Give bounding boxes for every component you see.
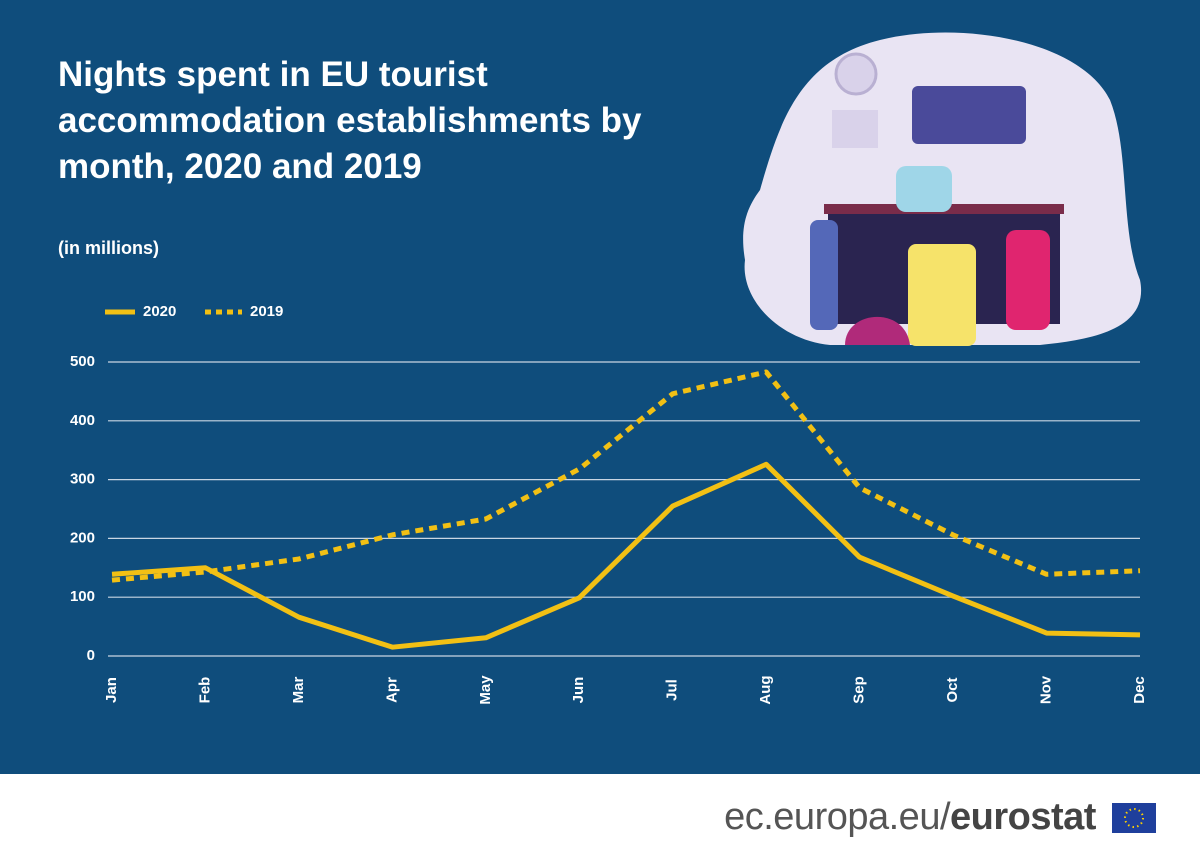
footer-brand: eurostat (950, 796, 1096, 838)
legend-label: 2019 (250, 303, 283, 320)
footer: ec.europa.eu/eurostat (724, 796, 1156, 839)
y-tick-label: 100 (70, 588, 95, 605)
chart-subtitle: (in millions) (58, 238, 159, 258)
y-tick-label: 200 (70, 529, 95, 546)
x-tick-label: May (477, 675, 494, 705)
series-line (111, 369, 1141, 583)
x-tick-label: Oct (944, 677, 961, 702)
x-tick-label: Jun (570, 677, 587, 704)
x-tick-label: Dec (1131, 676, 1148, 704)
illustration (743, 32, 1142, 346)
y-tick-label: 0 (87, 647, 95, 664)
footer-site: ec.europa.eu/ (724, 796, 951, 838)
y-tick-label: 300 (70, 471, 95, 488)
x-tick-label: Sep (851, 676, 868, 704)
series-line (111, 461, 1141, 650)
eu-flag (1112, 803, 1156, 833)
y-tick-label: 400 (70, 412, 95, 429)
x-tick-label: Jan (103, 677, 120, 703)
x-tick-label: Apr (383, 677, 400, 703)
y-tick-label: 500 (70, 353, 95, 370)
x-tick-label: Nov (1038, 675, 1055, 704)
x-tick-label: Mar (290, 677, 307, 704)
legend-label: 2020 (143, 303, 176, 320)
x-tick-label: Aug (757, 675, 774, 704)
chart-title: Nights spent in EU tourist accommodation… (58, 55, 642, 186)
x-tick-label: Jul (664, 679, 681, 701)
x-tick-label: Feb (196, 677, 213, 704)
